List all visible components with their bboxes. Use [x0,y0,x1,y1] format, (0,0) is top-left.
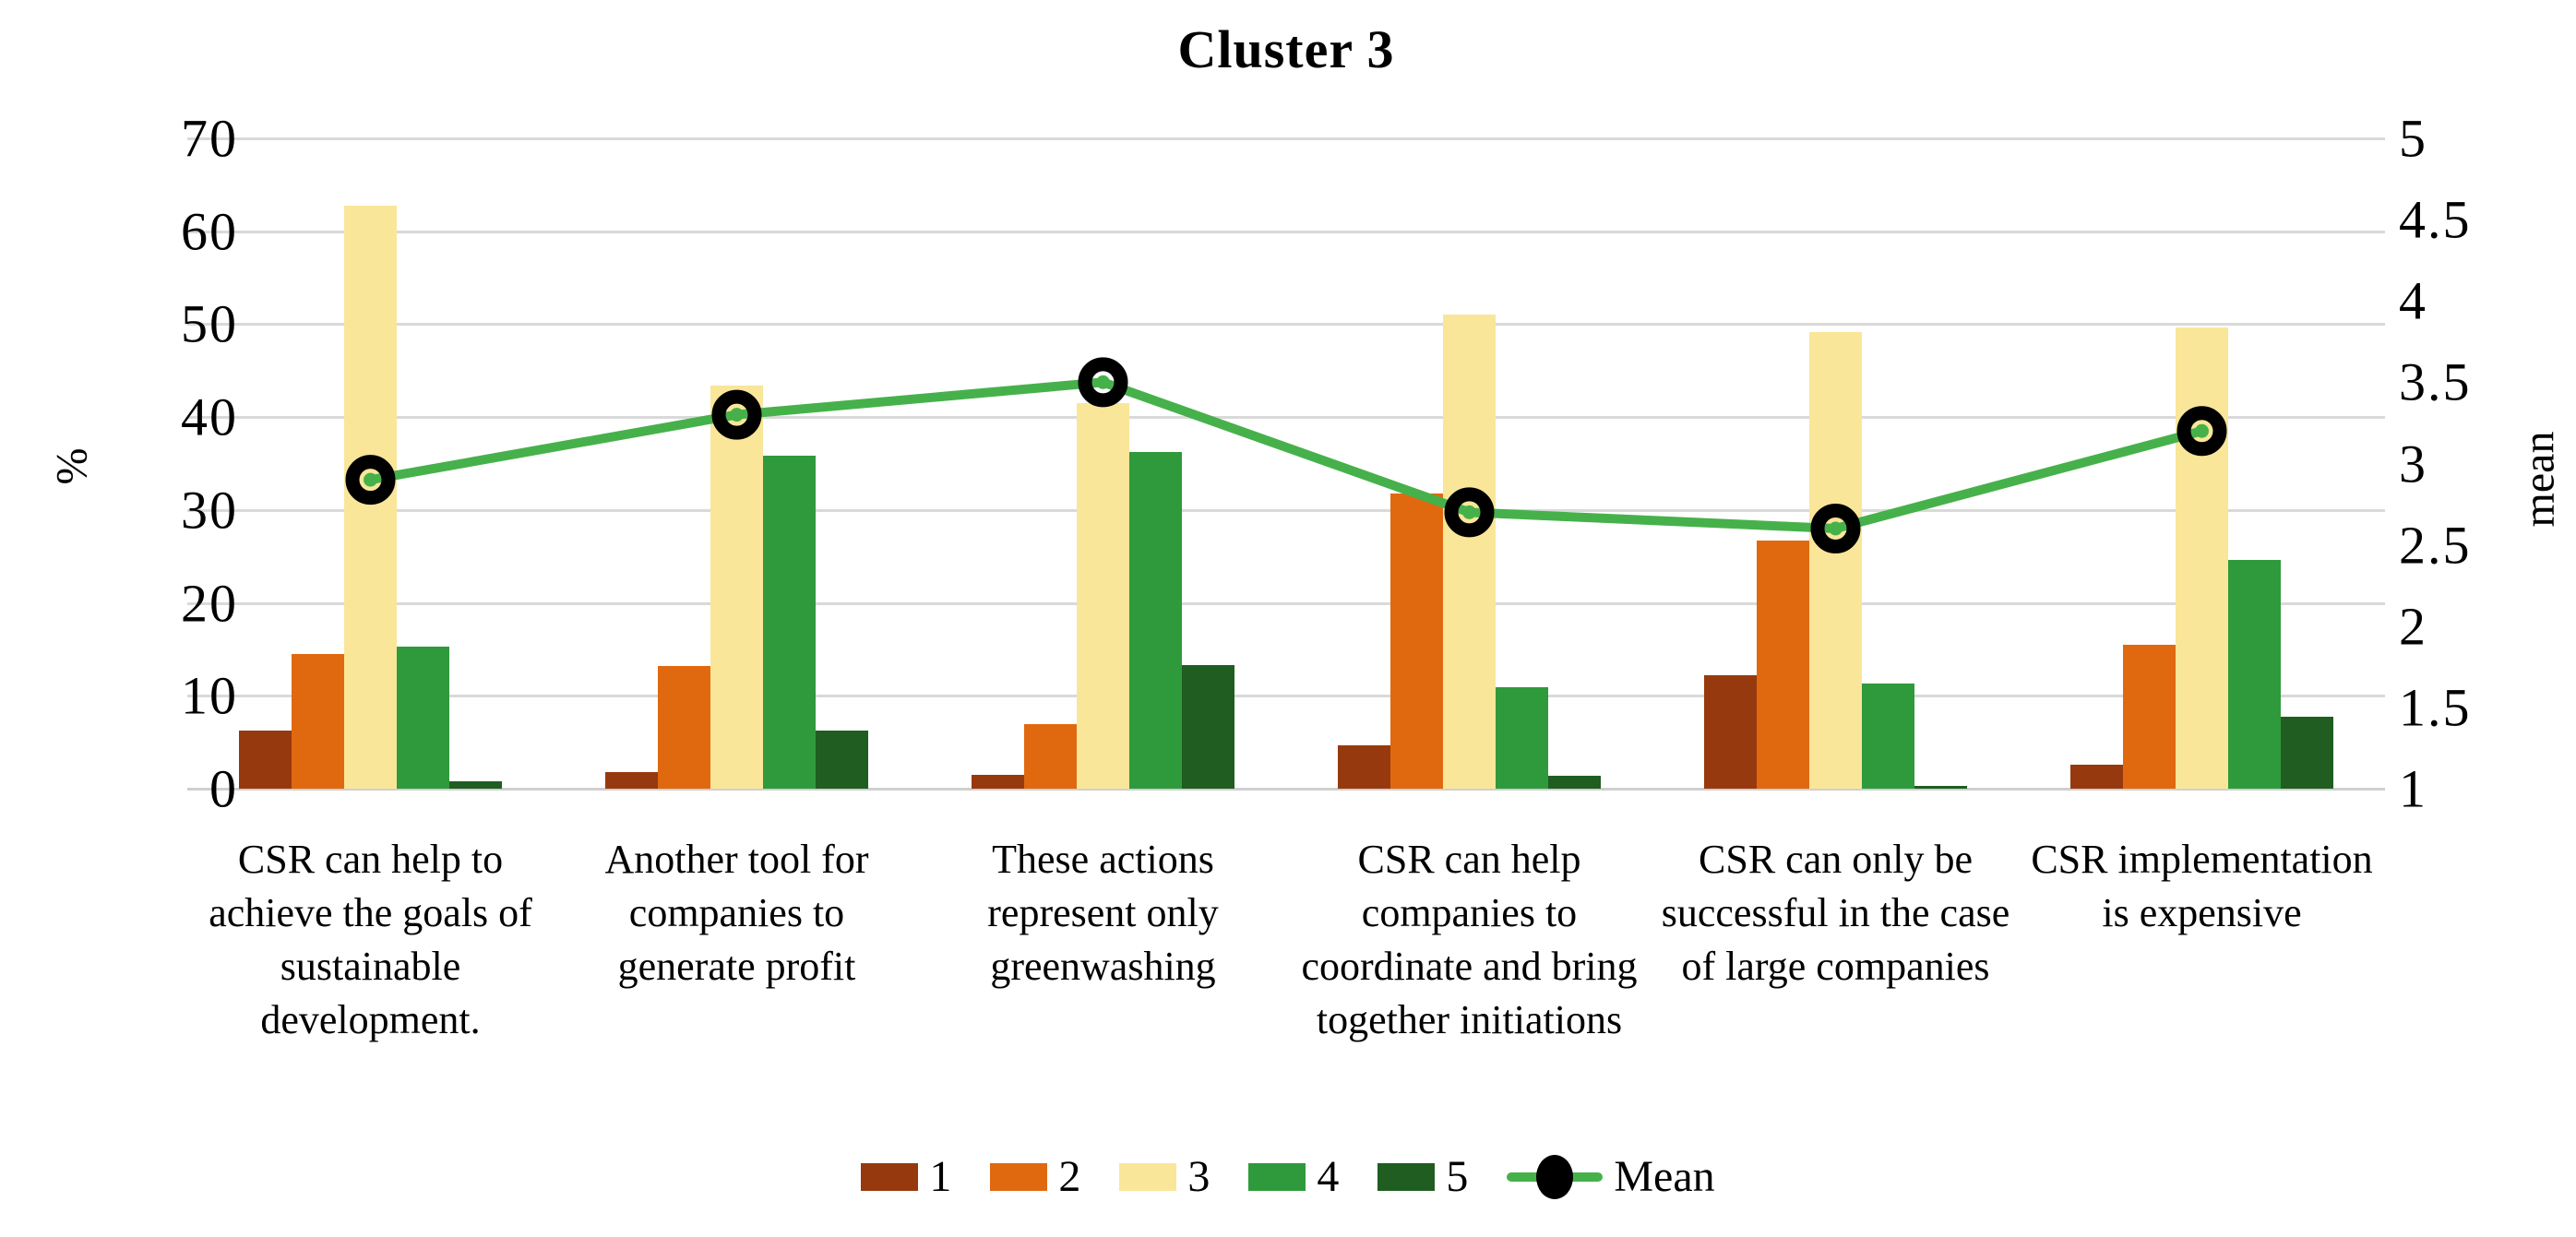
legend-label: 2 [1058,1152,1081,1201]
legend-swatch-icon [1377,1162,1436,1191]
left-axis-tick-label: 50 [181,293,238,354]
bar-series3-cat3 [1077,403,1129,789]
legend-swatch-icon [1248,1162,1306,1191]
mean-line-layer [345,357,2227,553]
right-axis-tick-label: 5 [2399,108,2427,169]
bar-series1-cat4 [1338,744,1390,789]
left-axis-tick-label: 20 [181,573,238,634]
bar-series1-cat6 [2070,764,2123,789]
legend-item-1: 1 [861,1151,951,1202]
bar-series5-cat4 [1548,775,1601,789]
legend-swatch-icon [861,1162,919,1191]
right-axis-tick-label: 2 [2399,596,2427,657]
legend-label: 5 [1446,1152,1469,1201]
bar-series5-cat1 [449,780,502,789]
mean-marker-cat6 [2176,406,2227,457]
category-label-3: These actions represent only greenwashin… [987,837,1219,989]
mean-marker-cat3 [1078,357,1128,408]
bar-series2-cat6 [2123,644,2176,789]
bar-series4-cat1 [397,646,449,789]
left-axis-tick-label: 60 [181,201,238,262]
legend-label: 1 [929,1152,952,1201]
bar-series1-cat1 [239,730,292,789]
mean-dot-icon [1536,1154,1574,1199]
category-label-5: CSR can only be successful in the case o… [1661,837,2010,989]
mean-marker-cat4 [1444,487,1495,538]
category-label-2: Another tool for companies to generate p… [604,837,869,989]
bar-series3-cat5 [1809,331,1862,789]
legend-label: 4 [1317,1152,1340,1201]
category-label-1: CSR can help to achieve the goals of sus… [209,837,532,1042]
legend-label: 3 [1187,1152,1210,1201]
right-axis-tick-label: 2.5 [2399,515,2472,576]
legend-label: Mean [1614,1152,1715,1201]
bar-series3-cat6 [2176,327,2228,789]
left-axis-tick-label: 0 [209,758,238,819]
bar-series5-cat6 [2281,717,2333,789]
bar-series2-cat3 [1024,723,1077,789]
gridline [187,137,2385,140]
category-label-4: CSR can help companies to coordinate and… [1301,837,1638,1042]
legend-item-5: 5 [1377,1151,1468,1202]
legend-item-3: 3 [1119,1151,1210,1202]
bar-series5-cat3 [1182,665,1234,789]
right-axis-tick-label: 1 [2399,758,2427,819]
mean-marker-cat5 [1810,504,1861,553]
right-axis-tick-label: 4.5 [2399,189,2472,250]
right-axis-tick-label: 4 [2399,270,2427,331]
bar-series3-cat2 [710,385,763,789]
mean-line [369,377,2203,534]
gridline [187,508,2385,512]
gridline [187,788,2385,791]
bar-series2-cat2 [658,666,710,789]
mean-marker-center-dot [1096,375,1110,389]
bar-series4-cat6 [2228,560,2281,789]
left-axis-tick-label: 30 [181,480,238,541]
bar-series3-cat4 [1443,315,1496,789]
legend-item-mean: Mean [1507,1151,1715,1202]
mean-marker-icon [1507,1153,1604,1201]
bar-series1-cat5 [1704,675,1757,789]
bar-series2-cat4 [1390,493,1443,789]
right-axis-unit-label: mean [2514,431,2564,528]
bar-series4-cat4 [1496,687,1548,789]
chart-title: Cluster 3 [1177,19,1395,79]
mean-marker-center-dot [1829,521,1843,536]
gridline [187,416,2385,420]
right-axis-tick-label: 3.5 [2399,351,2472,412]
mean-marker-center-dot [364,472,377,487]
left-axis-tick-label: 40 [181,387,238,447]
gridline [187,323,2385,327]
left-axis-tick-label: 10 [181,665,238,726]
legend-swatch-icon [990,1162,1048,1191]
bar-series1-cat2 [605,771,658,789]
legend-item-2: 2 [990,1151,1080,1202]
bar-series4-cat2 [763,456,816,789]
gridline [187,695,2385,698]
gridline [187,230,2385,233]
mean-marker-cat2 [711,389,762,440]
right-axis-tick-label: 3 [2399,434,2427,494]
mean-marker-center-dot [730,408,744,422]
bar-series4-cat3 [1129,452,1182,789]
legend-swatch-icon [1119,1162,1177,1191]
mean-marker-center-dot [1462,505,1476,519]
gridline [187,601,2385,605]
bar-series2-cat1 [292,653,344,789]
category-label-6: CSR implementation is expensive [2031,837,2373,935]
mean-marker-cat1 [345,455,396,506]
legend: 1 2 3 4 5 Mean [0,1151,2576,1202]
legend-item-4: 4 [1248,1151,1339,1202]
bar-series5-cat5 [1914,785,1967,789]
bar-series1-cat3 [972,774,1024,789]
left-axis-tick-label: 70 [181,108,238,169]
bar-series4-cat5 [1862,684,1914,789]
left-axis-unit-label: % [47,447,97,485]
right-axis-tick-label: 1.5 [2399,677,2472,738]
bar-series5-cat2 [816,730,868,789]
plot-area [187,137,2385,791]
mean-marker-center-dot [2195,423,2209,438]
bar-series2-cat5 [1757,541,1809,789]
